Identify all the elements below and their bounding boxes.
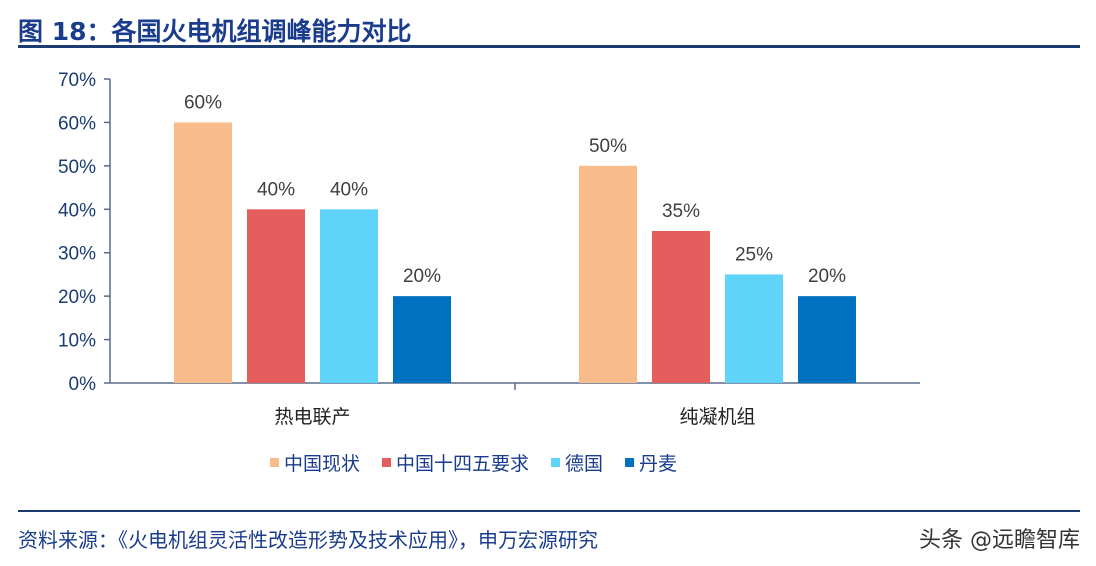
bar <box>247 209 305 383</box>
y-tick-label: 40% <box>58 200 96 221</box>
legend-swatch <box>382 458 392 467</box>
watermark: 头条 @远瞻智库 <box>919 528 1080 553</box>
bar <box>798 296 856 383</box>
legend-swatch <box>551 458 561 467</box>
y-tick-label: 30% <box>58 244 96 265</box>
data-label: 50% <box>589 136 627 157</box>
data-label: 20% <box>403 266 441 287</box>
legend-label: 中国现状 <box>284 453 360 475</box>
data-label: 60% <box>184 92 222 113</box>
bar <box>174 122 232 383</box>
source-note: 资料来源：《火电机组灵活性改造形势及技术应用》，申万宏源研究 <box>18 528 598 552</box>
legend-swatch <box>625 458 635 467</box>
y-tick-label: 20% <box>58 287 96 308</box>
legend-label: 丹麦 <box>639 453 677 475</box>
bar <box>579 165 637 383</box>
y-tick-label: 50% <box>58 157 96 178</box>
category-label: 纯凝机组 <box>679 406 755 428</box>
bar <box>320 209 378 383</box>
title-divider <box>18 45 1080 48</box>
y-tick-label: 60% <box>58 113 96 134</box>
y-tick-label: 0% <box>69 374 97 395</box>
y-tick-label: 10% <box>58 331 96 352</box>
legend-swatch <box>270 458 279 467</box>
data-label: 35% <box>662 201 700 222</box>
data-label: 25% <box>735 244 773 265</box>
legend-label: 德国 <box>565 453 603 475</box>
category-label: 热电联产 <box>274 406 350 428</box>
bar <box>725 274 783 383</box>
footer-divider <box>18 510 1080 512</box>
bar <box>652 231 710 383</box>
data-label: 20% <box>808 266 846 287</box>
bar <box>393 296 451 383</box>
y-tick-label: 70% <box>58 70 96 91</box>
figure-title: 图 18：各国火电机组调峰能力对比 <box>18 17 412 46</box>
data-label: 40% <box>257 179 295 200</box>
legend-label: 中国十四五要求 <box>396 453 529 475</box>
data-label: 40% <box>330 179 368 200</box>
